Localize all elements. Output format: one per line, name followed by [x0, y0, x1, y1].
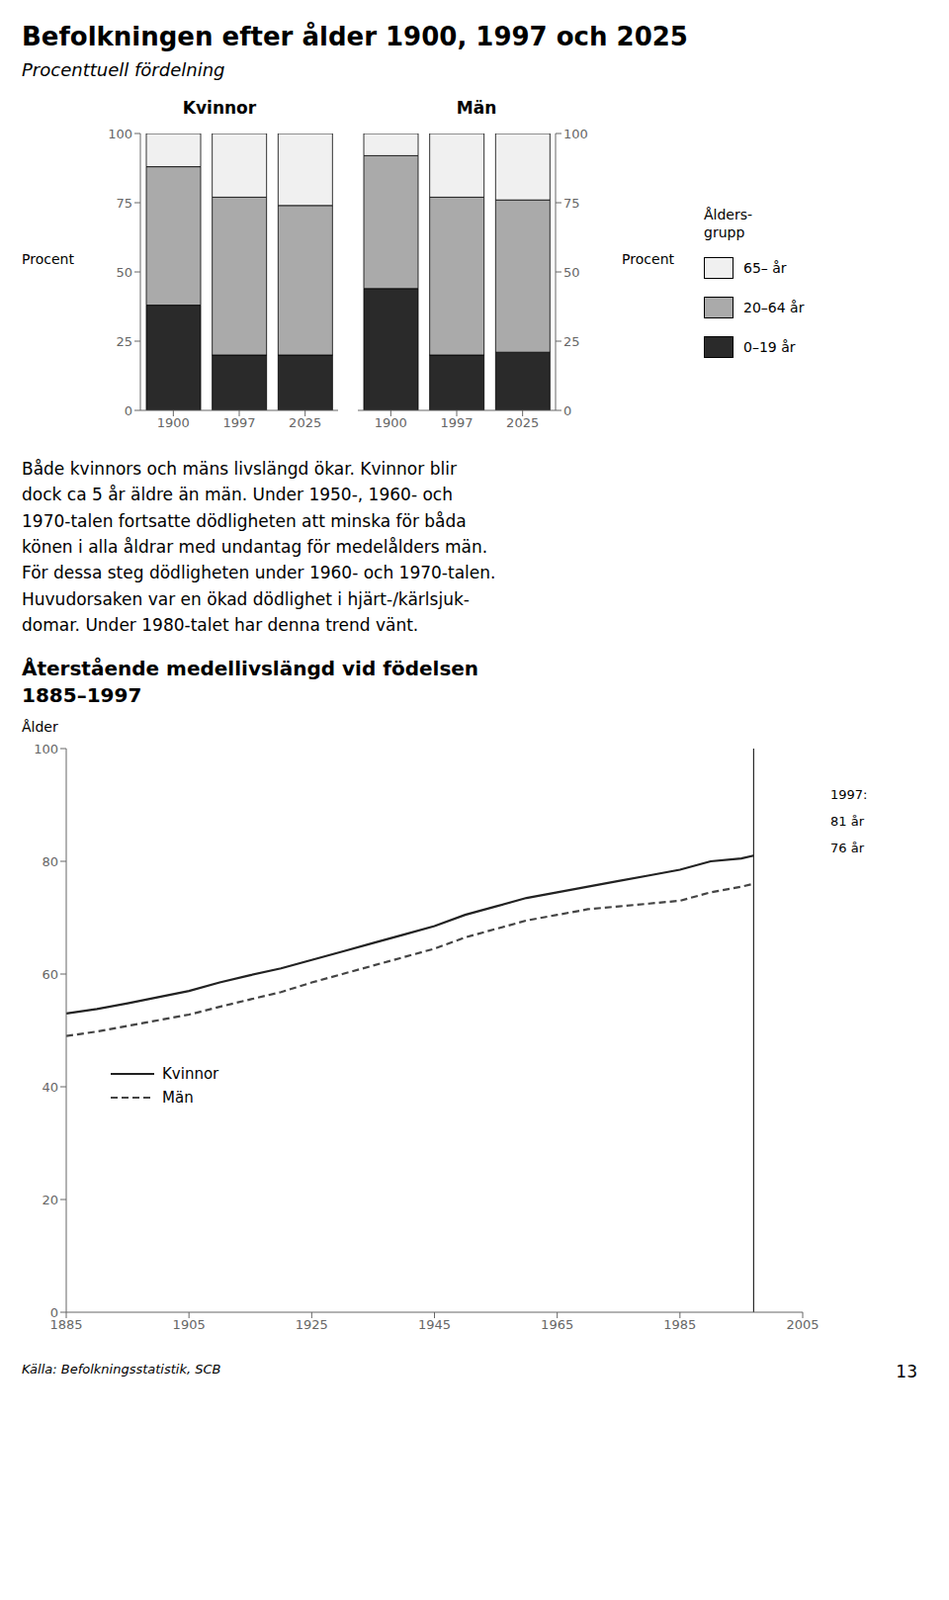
svg-text:1997: 1997 [222, 415, 256, 431]
svg-text:20: 20 [41, 1192, 59, 1208]
svg-text:40: 40 [41, 1079, 59, 1095]
svg-text:1905: 1905 [172, 1317, 206, 1333]
html-text:1885–1997: 1885–1997 [21, 683, 142, 708]
html-text:Ålder: Ålder [21, 719, 59, 735]
svg-text:1900: 1900 [157, 415, 190, 431]
svg-text:100: 100 [107, 126, 133, 142]
svg-text:0: 0 [50, 1304, 59, 1320]
svg-text:75: 75 [563, 195, 581, 211]
svg-text:1945: 1945 [418, 1317, 451, 1333]
html-text:För dessa steg dödligheten und: För dessa steg dödligheten under 1960- o… [21, 562, 496, 583]
html-text:Procent: Procent [621, 251, 675, 267]
html-text:0–19 år: 0–19 år [743, 339, 796, 355]
svg-text:25: 25 [115, 334, 133, 349]
html-text:Källa: Befolkningsstatistik, S: Källa: Befolkningsstatistik, SCB [21, 1361, 221, 1377]
html-text:Kvinnor: Kvinnor [162, 1065, 219, 1083]
html-text:Procent: Procent [21, 251, 75, 267]
html-text:76 år: 76 år [830, 840, 864, 856]
svg-text:25: 25 [563, 334, 581, 349]
html-text:Män: Män [456, 97, 497, 118]
svg-text:60: 60 [41, 966, 59, 982]
html-text:13: 13 [896, 1361, 918, 1382]
html-text:1970-talen fortsatte dödlighet: 1970-talen fortsatte dödligheten att min… [21, 510, 467, 531]
html-text:65– år: 65– år [743, 259, 787, 276]
svg-text:0: 0 [124, 403, 133, 419]
svg-text:100: 100 [33, 741, 59, 757]
svg-text:100: 100 [563, 126, 589, 142]
html-text:könen i alla åldrar med undant: könen i alla åldrar med undantag för med… [21, 536, 488, 557]
html-text:20–64 år: 20–64 år [743, 299, 805, 316]
svg-text:1900: 1900 [374, 415, 408, 431]
html-text:1997:: 1997: [830, 787, 868, 803]
svg-text:80: 80 [41, 854, 59, 869]
html-text:Ålders-: Ålders- [703, 206, 753, 223]
svg-text:2025: 2025 [288, 415, 322, 431]
html-text:Procenttuell fördelning: Procenttuell fördelning [21, 59, 225, 81]
html-text:Män: Män [162, 1088, 194, 1107]
svg-text:50: 50 [115, 264, 133, 280]
svg-text:1985: 1985 [663, 1317, 696, 1333]
html-text:81 år: 81 år [830, 813, 864, 829]
svg-text:1997: 1997 [439, 415, 473, 431]
svg-text:2005: 2005 [785, 1317, 819, 1333]
html-text:Återstående medellivslängd vid: Återstående medellivslängd vid födelsen [21, 656, 479, 681]
svg-text:1965: 1965 [540, 1317, 574, 1333]
svg-text:75: 75 [115, 195, 133, 211]
svg-text:1925: 1925 [295, 1317, 329, 1333]
html-text:Både kvinnors och mäns livslän: Både kvinnors och mäns livslängd ökar. K… [21, 458, 457, 479]
html-text:grupp: grupp [703, 223, 745, 240]
svg-text:50: 50 [563, 264, 581, 280]
html-text:domar. Under 1980-talet har de: domar. Under 1980-talet har denna trend … [21, 614, 419, 635]
svg-text:2025: 2025 [506, 415, 539, 431]
svg-text:1885: 1885 [49, 1317, 83, 1333]
html-text:Kvinnor: Kvinnor [182, 97, 257, 118]
html-text:Befolkningen efter ålder 1900,: Befolkningen efter ålder 1900, 1997 och … [21, 21, 688, 52]
html-text:dock ca 5 år äldre än män. Und: dock ca 5 år äldre än män. Under 1950-, … [21, 484, 453, 505]
svg-text:0: 0 [563, 403, 572, 419]
html-text:Huvudorsaken var en ökad dödli: Huvudorsaken var en ökad dödlighet i hjä… [21, 588, 470, 609]
